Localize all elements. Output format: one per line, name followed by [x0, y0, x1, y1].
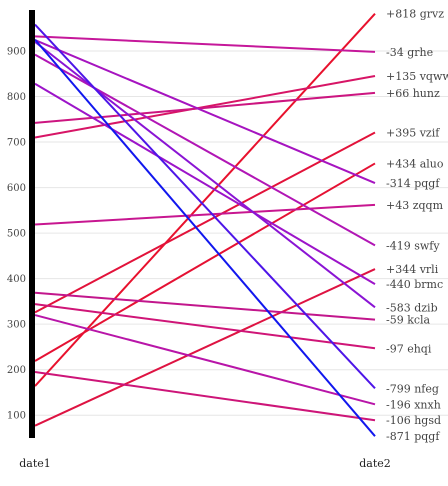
- series-label-hunz: +66 hunz: [386, 87, 440, 100]
- series-label-ehqi: -97 ehqi: [386, 342, 432, 355]
- y-tick-label-500: 500: [7, 229, 26, 240]
- series-label-pqgf_a: -314 pqgf: [386, 177, 440, 190]
- series-line-zqqm: [34, 203, 376, 226]
- series-line-nfeg: [34, 23, 376, 390]
- series-label-grvz: +818 grvz: [386, 8, 444, 21]
- y-tick-label-600: 600: [7, 183, 26, 194]
- series-line-pqgf_b: [34, 38, 376, 437]
- y-tick-label-700: 700: [7, 138, 26, 149]
- series-line-dzib: [34, 41, 376, 309]
- series-line-pqgf_a: [34, 39, 376, 184]
- x-tick-label-date1: date1: [19, 457, 51, 470]
- series-line-grvz: [34, 12, 376, 387]
- series-label-vzif: +395 vzif: [386, 126, 440, 139]
- series-line-vqww: [34, 75, 376, 139]
- series-label-pqgf_b: -871 pqgf: [386, 430, 440, 443]
- series-line-xnxh: [34, 314, 376, 406]
- y-tick-label-400: 400: [7, 274, 26, 285]
- series-line-brmc: [34, 82, 376, 285]
- series-label-xnxh: -196 xnxh: [386, 398, 441, 411]
- series-line-swfy: [34, 53, 376, 247]
- y-tick-label-100: 100: [7, 411, 26, 422]
- series-line-hunz: [34, 91, 376, 124]
- series-label-aluo: +434 aluo: [386, 157, 444, 170]
- y-tick-labels: 100 200 300 400 500 600 700 800 900: [7, 46, 26, 421]
- series-label-swfy: -419 swfy: [386, 239, 440, 252]
- y-tick-label-300: 300: [7, 320, 26, 331]
- y-tick-label-200: 200: [7, 365, 26, 376]
- series-label-zqqm: +43 zqqm: [386, 199, 444, 212]
- series-line-vzif: [34, 131, 376, 314]
- series-lines: [34, 12, 376, 437]
- y-tick-label-800: 800: [7, 92, 26, 103]
- series-line-hgsd: [34, 370, 376, 422]
- series-line-ehqi: [34, 303, 376, 350]
- series-label-nfeg: -799 nfeg: [386, 382, 439, 395]
- series-label-vrli: +344 vrli: [386, 263, 439, 276]
- series-line-kcla: [34, 291, 376, 321]
- series-label-grhe: -34 grhe: [386, 46, 433, 59]
- date1-axis-bar: [29, 10, 35, 438]
- series-line-aluo: [34, 162, 376, 362]
- series-label-hgsd: -106 hgsd: [386, 414, 441, 427]
- y-tick-label-900: 900: [7, 46, 26, 57]
- gridlines: [35, 50, 448, 416]
- series-labels: +818 grvz -34 grhe +135 vqww +66 hunz +395 v…: [386, 8, 448, 444]
- series-label-brmc: -440 brmc: [386, 278, 443, 291]
- series-label-vqww: +135 vqww: [386, 70, 448, 83]
- series-label-dzib: -583 dzib: [386, 301, 438, 314]
- series-line-grhe: [34, 35, 376, 53]
- series-label-kcla: -59 kcla: [386, 314, 431, 327]
- x-tick-label-date2: date2: [359, 457, 391, 470]
- series-line-vrli: [34, 268, 376, 427]
